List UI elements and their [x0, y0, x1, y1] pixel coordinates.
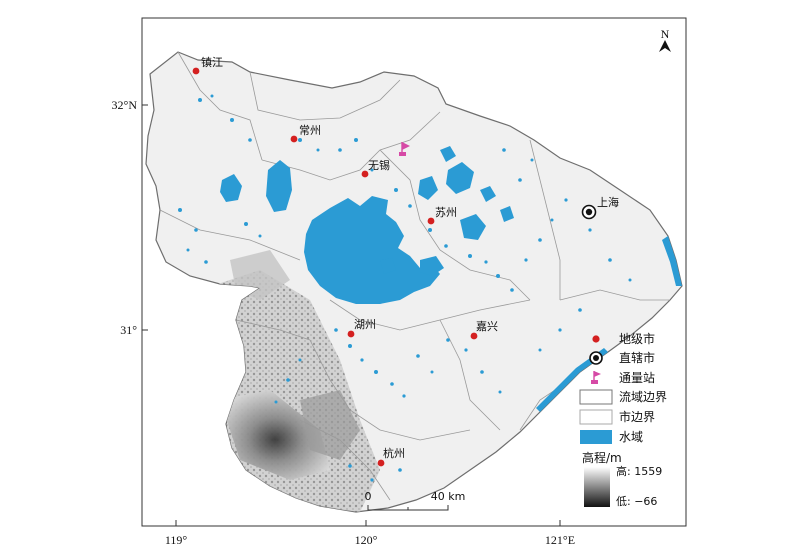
city-suzhou: 苏州 [427, 206, 457, 225]
prefecture-city-icon [377, 459, 385, 467]
prefecture-city-icon [192, 67, 200, 75]
water-bodies [178, 94, 682, 482]
legend-station-label: 通量站 [619, 371, 655, 385]
lon-tick-121: 121°E [545, 533, 575, 547]
gehu-lake [266, 160, 292, 212]
prefecture-city-icon [347, 330, 355, 338]
changdang-lake [220, 174, 242, 202]
yangcheng-lake [446, 162, 474, 194]
city-jiaxing: 嘉兴 [470, 319, 498, 340]
city-wuxi: 无锡 [361, 158, 390, 178]
legend-basin-boundary-swatch [579, 389, 613, 405]
terrain-relief [200, 250, 380, 512]
city-label: 苏州 [435, 206, 457, 219]
city-zhenjiang: 镇江 [192, 55, 223, 75]
prefecture-city-icon [361, 170, 369, 178]
city-label: 上海 [597, 195, 619, 209]
cities-layer: 镇江 常州 无锡 苏州 上海 湖州 嘉兴 杭州 [192, 55, 619, 467]
city-label: 杭州 [383, 446, 405, 460]
city-label: 常州 [299, 124, 321, 137]
legend-municipality-label: 直辖市 [619, 350, 655, 365]
flux-station-flag-icon [399, 142, 410, 156]
legend-station-icon [591, 371, 601, 384]
scale-end-label: 40 km [431, 490, 466, 503]
svg-text:N: N [661, 27, 670, 41]
scale-start-label: 0 [365, 490, 372, 503]
graticule: 32°N 31° 119° 120° 121°E [112, 98, 576, 547]
legend: 地级市 直辖市 通量站 流域边界 市边界 水域 高程/m 高: 1559 低: … [579, 331, 667, 508]
city-label: 湖州 [354, 318, 376, 331]
legend-city-boundary-label: 市边界 [619, 409, 655, 424]
lat-tick-31: 31° [120, 323, 137, 337]
city-label: 无锡 [368, 158, 390, 172]
city-shanghai: 上海 [581, 195, 619, 220]
city-label: 嘉兴 [476, 319, 498, 333]
city-label: 镇江 [201, 55, 223, 69]
legend-elevation-ramp [584, 467, 610, 507]
city-hangzhou: 杭州 [377, 446, 405, 467]
legend-city-boundary-swatch [579, 409, 613, 425]
city-huzhou: 湖州 [347, 318, 376, 338]
legend-prefecture-label: 地级市 [619, 331, 655, 346]
legend-water-label: 水域 [619, 430, 643, 444]
scale-bar: 0 40 km [365, 490, 466, 511]
prefecture-city-icon [290, 135, 298, 143]
legend-basin-boundary-label: 流域边界 [619, 390, 667, 404]
lon-tick-119: 119° [165, 533, 188, 547]
legend-water-swatch [580, 430, 612, 444]
north-arrow-icon: N [659, 27, 671, 52]
lon-tick-120: 120° [355, 533, 378, 547]
city-changzhou: 常州 [290, 124, 321, 143]
prefecture-city-icon [427, 217, 435, 225]
legend-prefecture-icon [592, 335, 600, 343]
taihu-lake [304, 196, 440, 304]
legend-elevation-high: 高: 1559 [616, 464, 662, 478]
lat-tick-32: 32°N [112, 98, 138, 112]
city-boundaries [159, 51, 670, 501]
legend-elevation-title: 高程/m [582, 450, 622, 465]
prefecture-city-icon [470, 332, 478, 340]
legend-elevation-low: 低: −66 [616, 495, 657, 508]
